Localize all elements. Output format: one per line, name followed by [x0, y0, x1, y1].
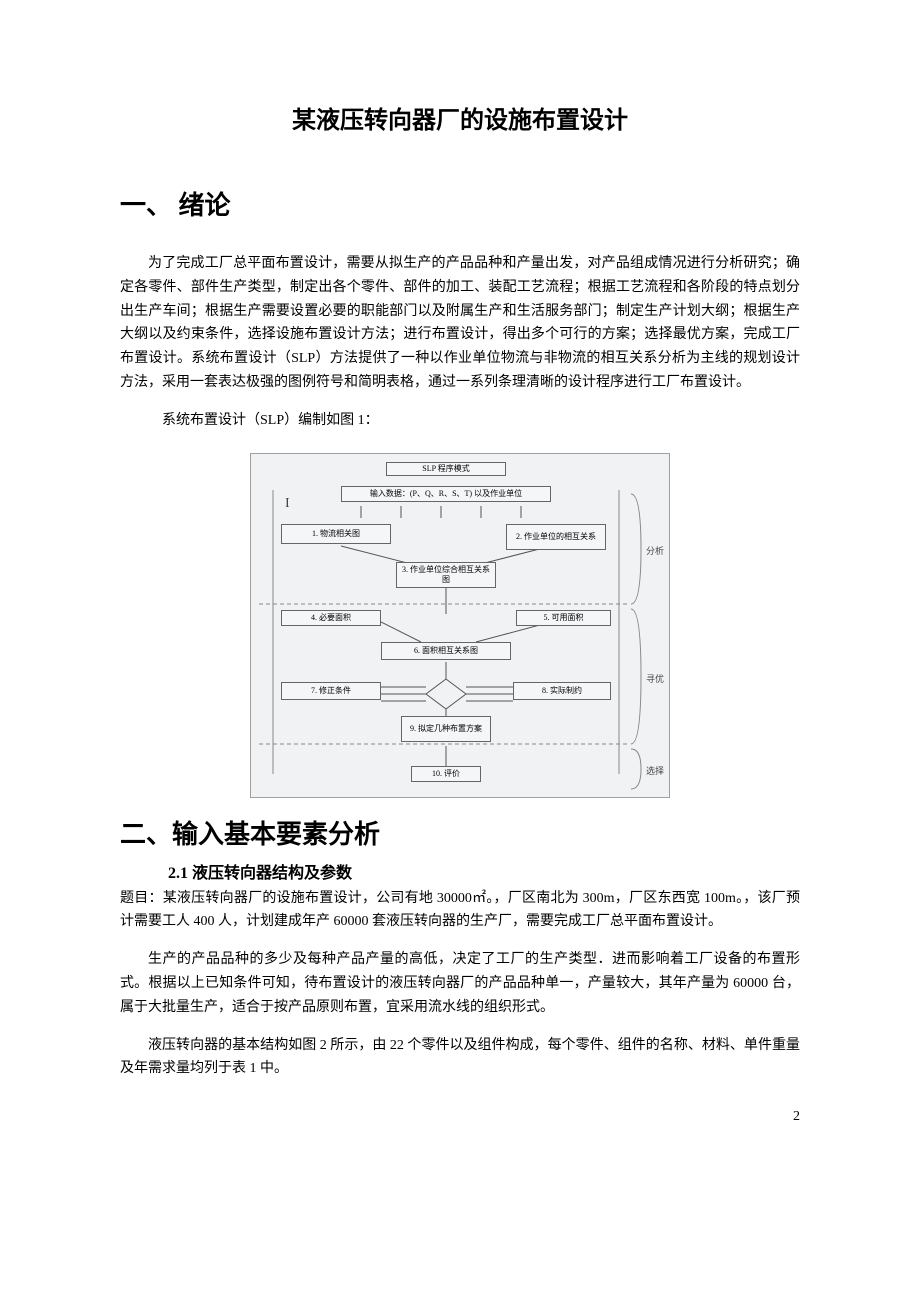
box-4-required-area: 4. 必要面积: [281, 610, 381, 626]
diagram-connectors: [251, 454, 671, 799]
page-title: 某液压转向器厂的设施布置设计: [120, 100, 800, 135]
section-1-para-2: 系统布置设计（SLP）编制如图 1：: [120, 409, 800, 433]
box-1-flow-chart: 1. 物流相关图: [281, 524, 391, 544]
box-2-activity-rel: 2. 作业单位的相互关系: [506, 524, 606, 550]
section-2-heading: 二、输入基本要素分析: [120, 814, 800, 851]
cursor-glyph: I: [285, 496, 290, 512]
label-optimize: 寻优: [646, 672, 664, 685]
section-2-para-1: 题目：某液压转向器厂的设施布置设计，公司有地 30000㎡。，厂区南北为 300…: [120, 887, 800, 935]
box-slp-mode: SLP 程序模式: [386, 462, 506, 476]
box-input-data: 输入数据：(P、Q、R、S、T) 以及作业单位: [341, 486, 551, 502]
section-1-para-1: 为了完成工厂总平面布置设计，需要从拟生产的产品品种和产量出发，对产品组成情况进行…: [120, 252, 800, 395]
box-5-available-area: 5. 可用面积: [516, 610, 611, 626]
section-1-heading: 一、 绪论: [120, 185, 800, 222]
label-select: 选择: [646, 764, 664, 777]
box-9-plans: 9. 拟定几种布置方案: [401, 716, 491, 742]
box-6-space-rel: 6. 面积相互关系图: [381, 642, 511, 660]
box-7-modify: 7. 修正条件: [281, 682, 381, 700]
box-8-constraints: 8. 实际制约: [513, 682, 611, 700]
section-2-para-2: 生产的产品品种的多少及每种产品产量的高低，决定了工厂的生产类型．进而影响着工厂设…: [120, 948, 800, 1019]
slp-flowchart: I SLP 程序模式 输入数据：(P、Q、R、S、T) 以及作业单位 1. 物流…: [250, 453, 670, 798]
section-2-para-3: 液压转向器的基本结构如图 2 所示，由 22 个零件以及组件构成，每个零件、组件…: [120, 1034, 800, 1082]
box-3-combined-rel: 3. 作业单位综合相互关系图: [396, 562, 496, 588]
page-number: 2: [793, 1109, 800, 1125]
label-analysis: 分析: [646, 544, 664, 557]
section-2-1-heading: 2.1 液压转向器结构及参数: [168, 859, 800, 883]
slp-diagram-container: I SLP 程序模式 输入数据：(P、Q、R、S、T) 以及作业单位 1. 物流…: [120, 453, 800, 798]
box-10-evaluate: 10. 评价: [411, 766, 481, 782]
